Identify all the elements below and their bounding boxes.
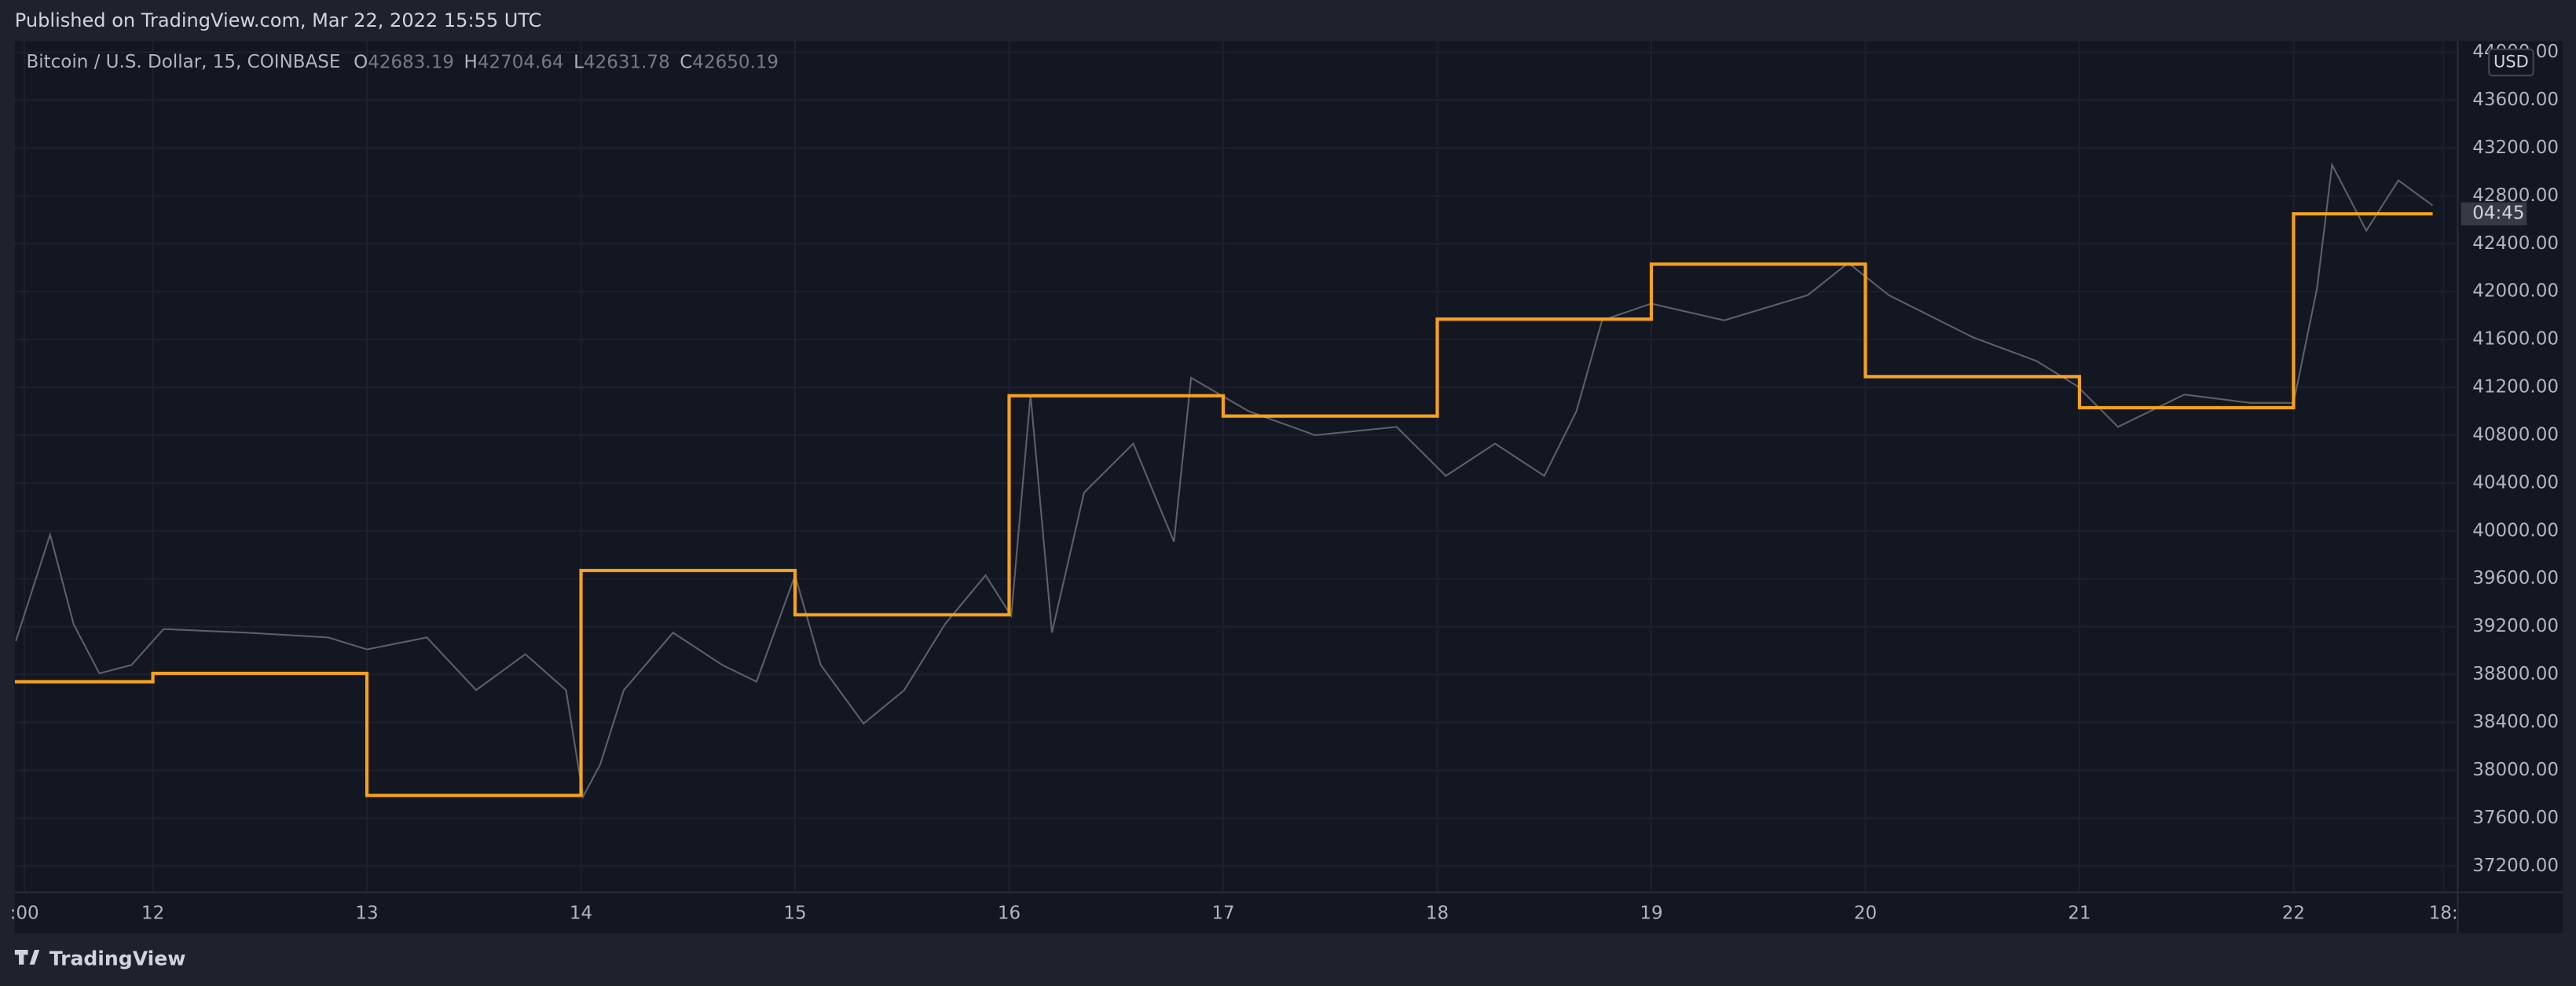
y-tick-label: 43200.00 xyxy=(2472,137,2559,158)
x-tick-label: 21 xyxy=(2068,903,2090,923)
y-tick-label: 38800.00 xyxy=(2472,664,2559,684)
ohlc-legend: O42683.19 H42704.64 L42631.78 C42650.19 xyxy=(354,52,779,72)
ohlc: O42683.19 H42704.64 L42631.78 C42650.19 xyxy=(354,52,779,72)
plot xyxy=(14,41,2458,893)
step-line xyxy=(14,212,2433,797)
ohlc-value: 42650.19 xyxy=(692,52,779,72)
currency-badge xyxy=(2488,48,2534,77)
ohlc-value: 42683.19 xyxy=(368,52,454,72)
y-tick-label: 41600.00 xyxy=(2472,329,2559,350)
y-tick-label: 43600.00 xyxy=(2472,90,2559,110)
y-tick-label: 42800.00 xyxy=(2472,185,2559,206)
y-tick-label: 38000.00 xyxy=(2472,760,2559,780)
logo xyxy=(14,949,40,965)
x-tick-label: 15 xyxy=(783,903,806,923)
x-tick-label: 20 xyxy=(1854,903,1877,923)
y-tick-label: 40000.00 xyxy=(2472,520,2559,541)
ohlc-value: 42704.64 xyxy=(478,52,564,72)
ohlc-value: 42631.78 xyxy=(584,52,670,72)
y-tick-label: 38400.00 xyxy=(2472,712,2559,732)
y-tick-label: 37600.00 xyxy=(2472,808,2559,828)
y-tick-label: 41200.00 xyxy=(2472,377,2559,398)
axes: 37200.00 37600.00 38000.00 38400.00 38800.00… xyxy=(10,42,2559,923)
ohlc-label: O xyxy=(354,52,368,72)
y-tick-label: 40400.00 xyxy=(2472,472,2559,493)
footer-brand: TradingView xyxy=(49,948,186,970)
x-tick-label: 12 xyxy=(141,903,164,923)
y-tick-label: 42000.00 xyxy=(2472,281,2559,302)
x-tick-label: 16 xyxy=(998,903,1021,923)
chart-pane xyxy=(14,41,2563,934)
x-tick-label: 13 xyxy=(355,903,378,923)
x-tick-label: :00 xyxy=(10,903,39,923)
x-tick-label: 18 xyxy=(1426,903,1449,923)
y-tick-label: 39600.00 xyxy=(2472,568,2559,588)
x-tick-label: 18: xyxy=(2429,903,2458,923)
y-tick-label: 39200.00 xyxy=(2472,616,2559,636)
x-tick-label: 19 xyxy=(1640,903,1662,923)
x-tick-label: 22 xyxy=(2282,903,2305,923)
countdown: 04:45 xyxy=(2472,203,2524,224)
ohlc-label: L xyxy=(573,52,584,72)
y-tick-label: 42400.00 xyxy=(2472,233,2559,254)
x-tick-label: 17 xyxy=(1211,903,1234,923)
ohlc-label: H xyxy=(464,52,478,72)
y-tick-label: 37200.00 xyxy=(2472,856,2559,876)
y-tick-label: 40800.00 xyxy=(2472,424,2559,445)
countdown-badge xyxy=(2461,202,2527,225)
x-tick-label: 14 xyxy=(570,903,592,923)
currency: USD xyxy=(2494,52,2529,71)
symbol-title: Bitcoin / U.S. Dollar, 15, COINBASE xyxy=(26,52,340,72)
publish-header: Published on TradingView.com, Mar 22, 20… xyxy=(15,9,542,31)
ohlc-label: C xyxy=(680,52,692,72)
